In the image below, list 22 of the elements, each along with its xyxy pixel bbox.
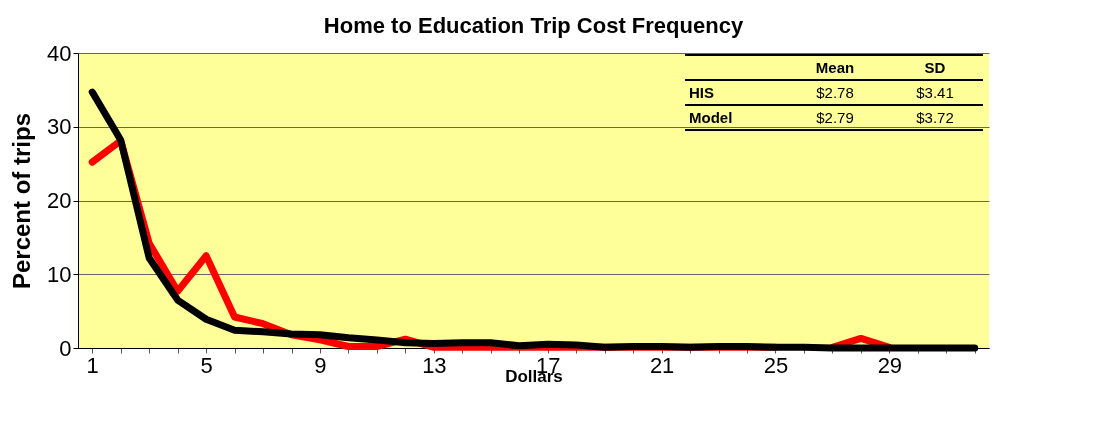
y-tick-label: 30 bbox=[47, 114, 72, 140]
annotation: SD bbox=[924, 59, 946, 76]
y-tick-label: 20 bbox=[47, 188, 72, 213]
x-tick-label: 29 bbox=[877, 352, 903, 378]
annotation: $3.72 bbox=[916, 109, 954, 126]
x-tick-label: 25 bbox=[763, 352, 789, 378]
annotation: HIS bbox=[689, 84, 715, 101]
y-tick-label: 10 bbox=[47, 261, 72, 287]
annotation: $2.79 bbox=[816, 109, 854, 126]
annotation: Mean bbox=[815, 59, 855, 76]
y-axis-title: Percent of trips bbox=[8, 112, 36, 290]
y-tick-label: 40 bbox=[47, 40, 72, 66]
annotation: Model bbox=[689, 109, 733, 126]
x-tick-label: 21 bbox=[649, 352, 675, 378]
y-tick-label: 0 bbox=[59, 335, 72, 361]
x-tick-label: 9 bbox=[314, 352, 327, 378]
x-tick-label: 13 bbox=[422, 352, 447, 378]
annotation: $3.41 bbox=[916, 84, 954, 101]
chart-title: Home to Education Trip Cost Frequency bbox=[323, 13, 744, 38]
annotation: $2.78 bbox=[816, 84, 854, 101]
x-tick-label: 5 bbox=[200, 352, 213, 378]
x-tick-label: 1 bbox=[86, 352, 99, 378]
